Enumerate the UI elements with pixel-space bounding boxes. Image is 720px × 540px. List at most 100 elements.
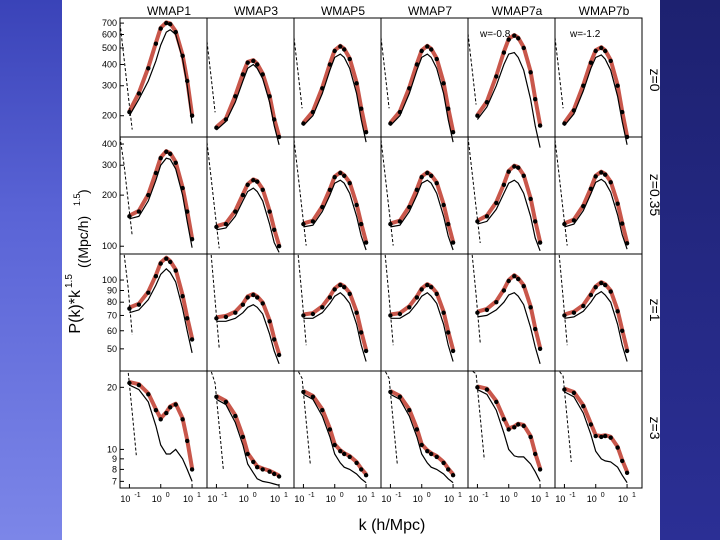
halo-term-curve [119, 23, 133, 130]
model-band [563, 280, 630, 351]
data-point [512, 425, 517, 430]
data-point [327, 187, 333, 192]
data-point [347, 454, 352, 460]
data-point [320, 86, 325, 91]
x-tick-label: 10 [152, 494, 162, 504]
data-point [581, 404, 586, 409]
model-band [390, 282, 456, 351]
data-point [429, 285, 434, 290]
data-point [338, 449, 343, 454]
data-point [419, 287, 424, 292]
data-point [434, 56, 439, 62]
data-point [397, 109, 403, 115]
data-point [332, 175, 337, 180]
data-point [407, 204, 412, 210]
panel-r2-c1: 400 300 200 100 [102, 136, 208, 255]
halo-term-curve [207, 253, 220, 349]
slide-right-band [660, 0, 720, 540]
data-point [260, 467, 265, 472]
panel-r3-c6 [554, 253, 643, 372]
data-point [180, 417, 185, 422]
data-point [494, 399, 499, 405]
data-point [441, 81, 446, 86]
data-point [615, 309, 620, 314]
panel-r1-c5 [467, 17, 556, 148]
data-point [136, 302, 142, 307]
x-tick-label: 10 [500, 494, 510, 504]
data-point [397, 394, 403, 399]
model-band [216, 292, 282, 355]
data-point [414, 62, 420, 67]
data-point [272, 337, 277, 342]
panel-frame [206, 253, 295, 372]
data-point [620, 458, 625, 464]
linear-curve [390, 179, 454, 251]
panel-r4-c2: 10 -1 10 0 10 1 [206, 370, 295, 504]
data-point [245, 451, 250, 457]
panel-r3-c2 [206, 253, 295, 372]
data-point [620, 109, 625, 115]
data-point [484, 387, 490, 392]
data-point [512, 274, 517, 279]
data-point [593, 174, 598, 179]
data-point [223, 399, 229, 405]
data-point [537, 346, 543, 351]
data-point [245, 295, 250, 300]
linear-curve [477, 179, 541, 252]
data-point [434, 454, 439, 460]
model-band [475, 33, 543, 126]
data-point [615, 445, 620, 450]
data-point [429, 47, 434, 52]
data-point [240, 302, 246, 307]
panel-r2-c6 [554, 136, 643, 255]
data-point [620, 221, 625, 226]
panel-frame [206, 136, 295, 255]
data-point [146, 290, 151, 295]
data-point [359, 467, 364, 472]
column-title-3: WMAP5 [321, 4, 365, 18]
data-point [562, 221, 567, 227]
x-tick-exponent: -1 [482, 492, 488, 499]
data-point [363, 348, 369, 354]
linear-curve [303, 179, 367, 251]
model-band [563, 386, 629, 473]
data-point [512, 164, 517, 169]
panel-frame [467, 136, 556, 255]
halo-term-curve [555, 253, 568, 346]
y-axis-units-close: ) [75, 189, 91, 194]
data-point [301, 389, 306, 395]
x-tick-exponent: 0 [427, 492, 431, 499]
data-point [267, 94, 272, 99]
data-point [608, 58, 613, 64]
data-point [363, 473, 369, 478]
data-point [501, 50, 507, 55]
data-point [608, 289, 613, 294]
data-point [127, 109, 132, 115]
data-point [158, 417, 163, 422]
data-point [342, 451, 347, 457]
panel-r2-c3 [293, 136, 382, 255]
halo-term-curve [293, 37, 303, 109]
data-point [562, 387, 567, 392]
data-point [223, 117, 229, 122]
panel-r3-c4 [380, 253, 469, 372]
data-point [593, 285, 598, 290]
y-tick-label: 700 [102, 18, 117, 28]
x-tick-label: 10 [413, 494, 423, 504]
data-point [506, 37, 511, 42]
data-point [593, 48, 598, 54]
data-point [168, 405, 173, 410]
y-tick-label: 20 [107, 382, 117, 392]
data-point [301, 221, 306, 227]
data-point [603, 48, 608, 54]
data-point [332, 442, 337, 448]
data-point [419, 48, 424, 54]
panel-r1-c2 [206, 17, 295, 145]
panel-r4-c6: 10 -1 10 0 10 1 [554, 370, 643, 504]
data-point [484, 307, 490, 313]
data-point [136, 382, 142, 388]
data-point [146, 66, 151, 71]
data-point [446, 330, 451, 335]
data-point [475, 219, 480, 224]
